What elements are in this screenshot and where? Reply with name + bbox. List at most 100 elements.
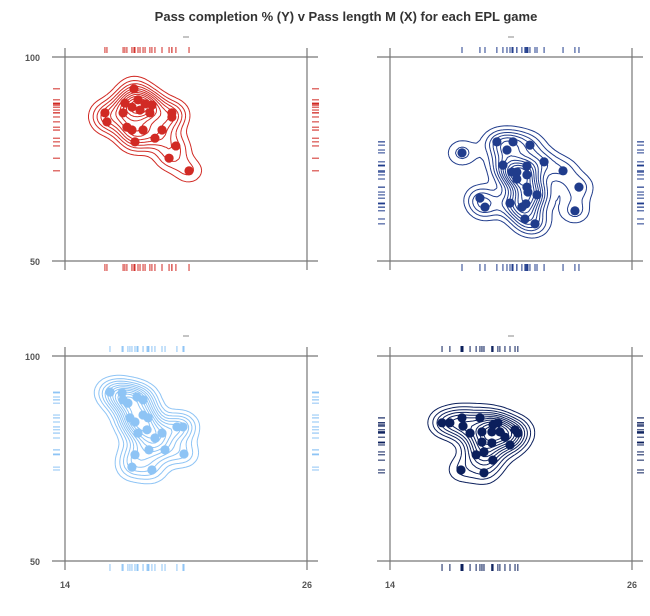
- data-point: [500, 432, 510, 442]
- density-contour: [101, 380, 193, 476]
- data-point: [157, 428, 167, 438]
- data-point: [445, 418, 455, 428]
- density-contour: [88, 75, 203, 183]
- x-tick-left-14: 14: [60, 580, 70, 590]
- data-point: [475, 413, 485, 423]
- density-contour: [98, 378, 196, 480]
- data-point: [522, 161, 532, 171]
- data-point: [102, 117, 112, 127]
- data-point: [143, 413, 153, 423]
- data-point: [480, 202, 490, 212]
- data-point: [138, 395, 148, 405]
- panel-2: [377, 36, 644, 271]
- data-point: [171, 141, 181, 151]
- y-tick-bottom-100: 100: [25, 352, 40, 362]
- data-point: [144, 445, 154, 455]
- data-point: [157, 125, 167, 135]
- data-point: [507, 167, 517, 177]
- data-point: [522, 170, 532, 180]
- data-point: [145, 108, 155, 118]
- panel-3: [52, 335, 319, 571]
- density-contour: [440, 411, 526, 471]
- y-tick-bottom-50: 50: [30, 557, 40, 567]
- density-contour: [444, 414, 523, 466]
- density-contour: [93, 374, 201, 485]
- density-contour: [436, 409, 528, 475]
- data-point: [521, 199, 531, 209]
- y-tick-top-50: 50: [30, 257, 40, 267]
- data-point: [127, 462, 137, 472]
- density-contour: [472, 132, 566, 232]
- data-point: [127, 125, 137, 135]
- data-point: [142, 425, 152, 435]
- data-point: [477, 427, 487, 437]
- y-tick-top-100: 100: [25, 53, 40, 63]
- data-point: [539, 157, 549, 167]
- x-tick-left-26: 26: [302, 580, 312, 590]
- data-point: [487, 438, 497, 448]
- data-point: [570, 206, 580, 216]
- density-contour: [427, 402, 536, 485]
- x-tick-right-14: 14: [385, 580, 395, 590]
- panel-1: [52, 36, 319, 271]
- data-point: [127, 102, 137, 112]
- data-point: [178, 422, 188, 432]
- data-point: [147, 465, 157, 475]
- data-point: [465, 428, 475, 438]
- data-point: [133, 428, 143, 438]
- data-point: [475, 193, 485, 203]
- data-point: [179, 449, 189, 459]
- data-point: [530, 219, 540, 229]
- data-point: [164, 153, 174, 163]
- data-point: [133, 95, 143, 105]
- data-point: [456, 465, 466, 475]
- data-point: [493, 418, 503, 428]
- data-point: [118, 108, 128, 118]
- data-point: [117, 388, 127, 398]
- data-point: [120, 98, 130, 108]
- data-point: [479, 447, 489, 457]
- data-point: [574, 182, 584, 192]
- data-point: [477, 437, 487, 447]
- density-contour: [447, 125, 594, 239]
- data-point: [505, 440, 515, 450]
- data-point: [150, 433, 160, 443]
- data-point: [130, 450, 140, 460]
- data-point: [492, 137, 502, 147]
- data-point: [457, 148, 467, 158]
- chart-title: Pass completion % (Y) v Pass length M (X…: [155, 9, 538, 24]
- data-point: [105, 387, 115, 397]
- data-point: [505, 198, 515, 208]
- data-point: [558, 166, 568, 176]
- data-point: [138, 125, 148, 135]
- data-point: [457, 413, 467, 423]
- data-point: [487, 427, 497, 437]
- data-point: [498, 160, 508, 170]
- data-point: [150, 133, 160, 143]
- data-point: [479, 468, 489, 478]
- data-point: [471, 450, 481, 460]
- x-tick-right-26: 26: [627, 580, 637, 590]
- data-point: [135, 105, 145, 115]
- data-point: [160, 445, 170, 455]
- data-point: [167, 112, 177, 122]
- data-point: [488, 455, 498, 465]
- panel-4: [377, 335, 644, 571]
- data-point: [437, 418, 447, 428]
- data-point: [508, 137, 518, 147]
- data-point: [513, 428, 523, 438]
- density-contour: [92, 80, 194, 176]
- data-point: [184, 166, 194, 176]
- data-point: [129, 84, 139, 94]
- data-point: [100, 108, 110, 118]
- data-point: [130, 417, 140, 427]
- density-contour: [455, 129, 588, 235]
- data-point: [123, 398, 133, 408]
- data-point: [525, 140, 535, 150]
- data-point: [512, 174, 522, 184]
- data-point: [520, 214, 530, 224]
- data-point: [502, 145, 512, 155]
- data-point: [523, 187, 533, 197]
- data-point: [130, 137, 140, 147]
